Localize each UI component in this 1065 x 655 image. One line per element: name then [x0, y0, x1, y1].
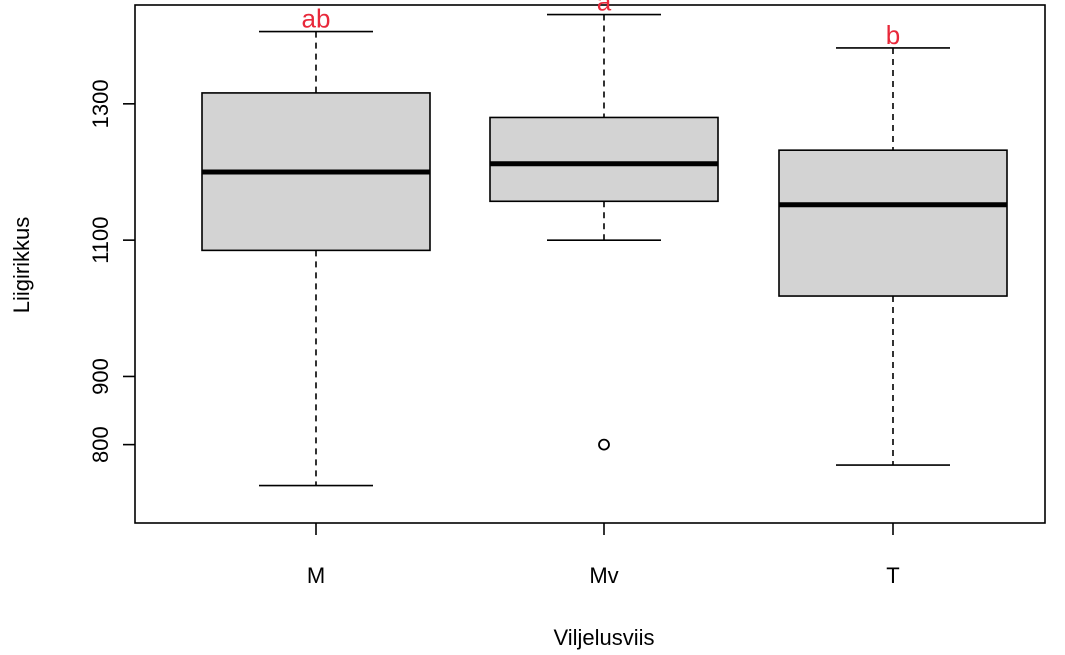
outlier-point-mv-0	[598, 438, 610, 451]
axis-layer: M Mv T 800 900 1100 1300	[88, 79, 900, 588]
box-group-mv: a	[489, 0, 719, 451]
box-group-t: b	[778, 20, 1008, 466]
y-tick-label-800: 800	[88, 426, 113, 463]
group-letter-t: b	[886, 20, 900, 50]
group-letter-m: ab	[302, 4, 331, 34]
y-tick-label-900: 900	[88, 358, 113, 395]
y-tick-label-1100: 1100	[88, 216, 113, 263]
x-tick-label-m: M	[307, 563, 325, 588]
plot-frame	[134, 4, 1046, 524]
x-tick-label-t: T	[886, 563, 899, 588]
x-tick-label-mv: Mv	[589, 563, 618, 588]
box-group-m: ab	[201, 4, 431, 487]
x-axis-title: Viljelusviis	[553, 625, 654, 650]
y-axis-title: Liigirikkus	[9, 217, 34, 314]
group-letter-mv: a	[597, 0, 612, 17]
box-mv	[489, 116, 719, 203]
y-tick-label-1300: 1300	[88, 79, 113, 128]
box-t	[778, 149, 1008, 297]
